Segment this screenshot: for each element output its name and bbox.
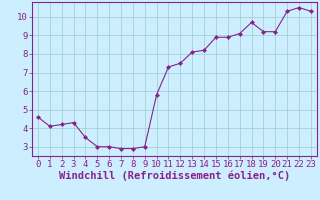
X-axis label: Windchill (Refroidissement éolien,°C): Windchill (Refroidissement éolien,°C) bbox=[59, 171, 290, 181]
